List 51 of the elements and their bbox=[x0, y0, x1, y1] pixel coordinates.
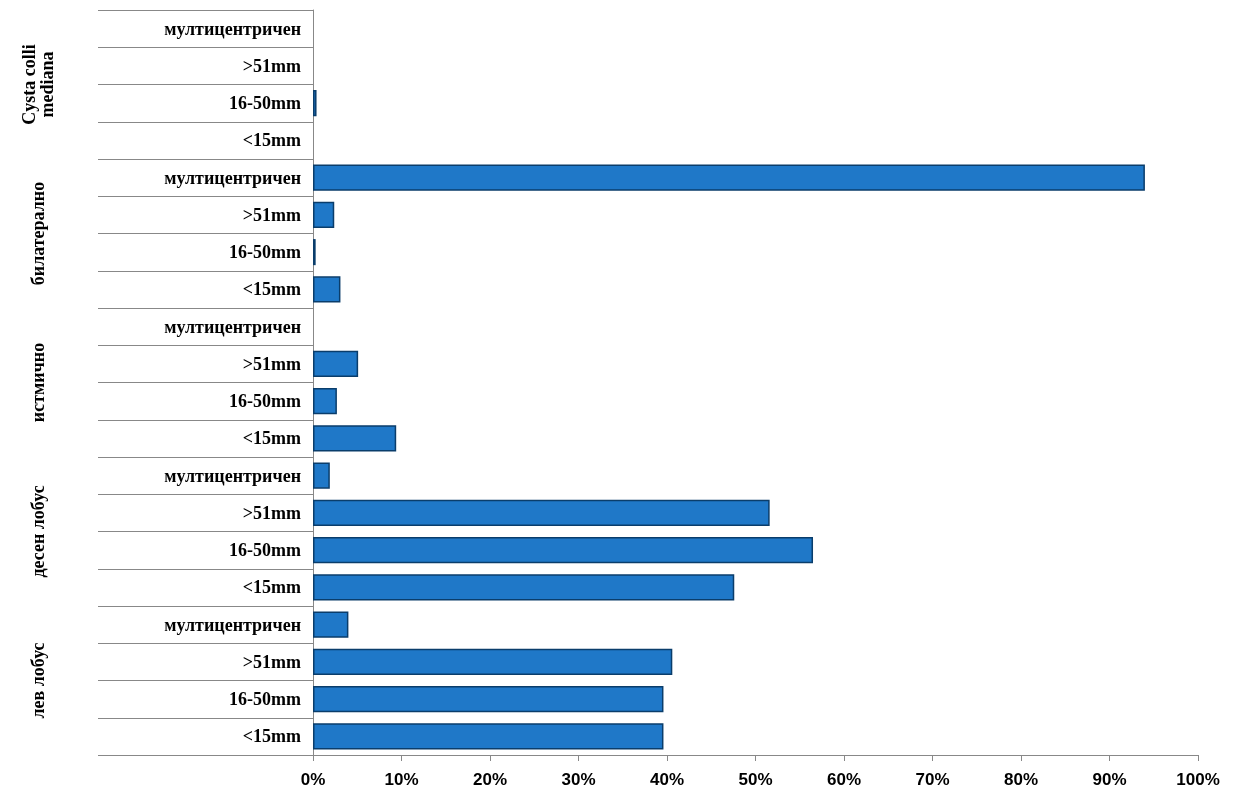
bar bbox=[313, 574, 735, 601]
bar bbox=[313, 648, 673, 675]
x-tick-label: 0% bbox=[300, 770, 326, 789]
bar bbox=[313, 723, 664, 750]
x-tick-label: 70% bbox=[915, 770, 950, 789]
bar bbox=[313, 462, 330, 489]
y-tick-label: мултицентричен bbox=[164, 614, 301, 635]
x-tick-label: 90% bbox=[1092, 770, 1127, 789]
bar bbox=[313, 90, 317, 117]
y-tick-label: 16-50mm bbox=[229, 391, 301, 412]
y-tick-label: >51mm bbox=[242, 502, 301, 523]
y-tick-label: >51mm bbox=[242, 651, 301, 672]
x-tick-label: 80% bbox=[1003, 770, 1039, 789]
y-tick-label: мултицентричен bbox=[164, 18, 301, 39]
y-tick-label: >51mm bbox=[242, 204, 301, 225]
x-tick-label: 50% bbox=[738, 770, 773, 789]
text: Cysta colli mediana bbox=[19, 44, 57, 125]
bar bbox=[313, 350, 359, 377]
bar bbox=[313, 425, 397, 452]
bar bbox=[313, 537, 814, 564]
y-tick-label: >51mm bbox=[242, 55, 301, 76]
x-tick-label: 10% bbox=[384, 770, 419, 789]
bar bbox=[313, 164, 1145, 191]
x-tick-label: 100% bbox=[1176, 770, 1220, 789]
y-tick-label: мултицентричен bbox=[164, 465, 301, 486]
y-tick-label: <15mm bbox=[242, 279, 301, 300]
y-tick-label: <15mm bbox=[242, 577, 301, 598]
x-tick-label: 20% bbox=[472, 770, 508, 789]
y-tick-label: 16-50mm bbox=[229, 93, 301, 114]
y-tick-label: <15mm bbox=[242, 428, 301, 449]
y-tick-label: мултицентричен bbox=[164, 167, 301, 188]
y-tick-label: <15mm bbox=[242, 130, 301, 151]
x-tick-label: 30% bbox=[561, 770, 596, 789]
y-tick-label: 16-50mm bbox=[229, 242, 301, 263]
bar bbox=[313, 388, 337, 415]
y-tick-label: 16-50mm bbox=[229, 689, 301, 710]
text: лев лобус bbox=[28, 642, 48, 719]
y-tick-label: <15mm bbox=[242, 726, 301, 747]
x-tick-label: 40% bbox=[649, 770, 685, 789]
bar bbox=[313, 499, 770, 526]
y-tick-label: >51mm bbox=[242, 353, 301, 374]
bar bbox=[313, 686, 664, 713]
x-tick-label: 60% bbox=[826, 770, 862, 789]
text: десен лобус bbox=[28, 485, 48, 578]
bar bbox=[313, 276, 341, 303]
text: истмично bbox=[28, 342, 48, 423]
y-tick-label: 16-50mm bbox=[229, 540, 301, 561]
text: билатерално bbox=[28, 181, 48, 286]
bar bbox=[313, 611, 349, 638]
bar bbox=[313, 201, 335, 228]
y-tick-label: мултицентричен bbox=[164, 316, 301, 337]
